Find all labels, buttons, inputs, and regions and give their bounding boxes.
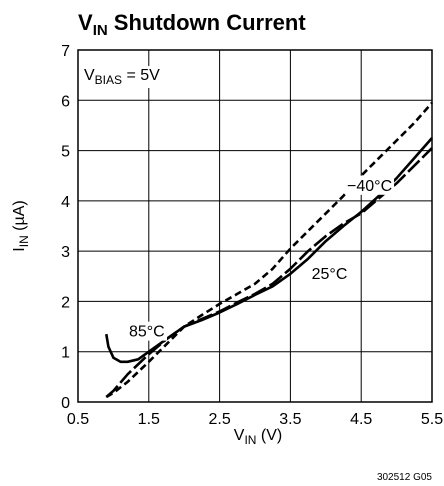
annotation-bg bbox=[82, 66, 163, 88]
y-axis-label: IIN (µA) bbox=[11, 200, 31, 251]
x-tick-label: 2.5 bbox=[208, 411, 230, 428]
x-axis-label: VIN (V) bbox=[234, 427, 282, 447]
y-tick-label: 7 bbox=[61, 43, 70, 60]
y-tick-label: 4 bbox=[61, 194, 70, 211]
y-tick-label: 3 bbox=[61, 244, 70, 261]
series-labels: 85°C 25°C −40°C bbox=[126, 175, 395, 341]
series-label-bg bbox=[345, 175, 395, 195]
chart-title: VIN Shutdown Current bbox=[78, 10, 306, 39]
series-line bbox=[105, 101, 433, 399]
x-tick-label: 5.5 bbox=[421, 411, 443, 428]
y-tick-label: 0 bbox=[61, 395, 70, 412]
x-tick-label: 3.5 bbox=[279, 411, 301, 428]
x-tick-label: 1.5 bbox=[138, 411, 160, 428]
series-line bbox=[105, 137, 433, 364]
plot-frame bbox=[77, 49, 433, 403]
series-label-bg bbox=[126, 321, 167, 341]
vbias-annotation: VBIAS = 5V bbox=[84, 67, 160, 87]
y-tick-label: 2 bbox=[61, 294, 70, 311]
series-line bbox=[105, 147, 433, 398]
series-group bbox=[105, 101, 433, 399]
y-tick-labels: 0 1 2 3 4 5 6 7 bbox=[61, 43, 70, 412]
series-label: −40°C bbox=[347, 178, 392, 195]
y-tick-label: 1 bbox=[61, 345, 70, 362]
series-label: 25°C bbox=[312, 266, 348, 283]
x-tick-labels: 0.5 1.5 2.5 3.5 4.5 5.5 bbox=[67, 411, 443, 428]
x-tick-label: 4.5 bbox=[350, 411, 372, 428]
y-tick-label: 5 bbox=[61, 144, 70, 161]
series-label: 85°C bbox=[129, 324, 165, 341]
series-label-bg bbox=[309, 263, 350, 283]
grid bbox=[78, 50, 432, 402]
x-tick-label: 0.5 bbox=[67, 411, 89, 428]
figure-id: 302512 G05 bbox=[377, 472, 432, 483]
y-tick-label: 6 bbox=[61, 93, 70, 110]
